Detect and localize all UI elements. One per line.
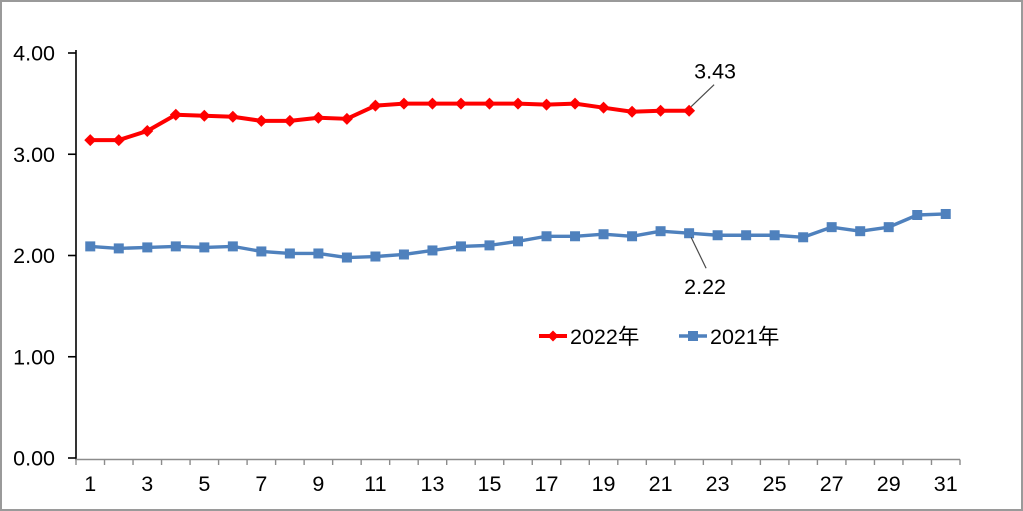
series-2021年-point-21 <box>655 226 666 237</box>
series-2021年-point-23 <box>712 230 723 241</box>
legend-item-2021年: 2021年 <box>679 325 779 349</box>
series-2021年-point-14 <box>455 241 466 252</box>
y-tick-label: 1.00 <box>13 345 55 369</box>
series-2022年-point-5 <box>198 109 211 122</box>
legend-item-2022年: 2022年 <box>539 325 639 349</box>
series-2022年-point-15 <box>483 97 496 110</box>
y-tick-label: 3.00 <box>13 143 55 167</box>
x-tick-label: 9 <box>312 472 324 496</box>
series-2021年-point-22 <box>684 228 695 239</box>
series-2022年-line <box>88 101 692 143</box>
series-2022年-point-20 <box>626 105 639 118</box>
x-tick-label: 21 <box>649 472 673 496</box>
series-2022年-point-14 <box>454 97 467 110</box>
series-2021年-point-2 <box>113 243 124 254</box>
x-tick-label: 5 <box>198 472 210 496</box>
series-2021年-point-31 <box>940 208 951 219</box>
series-2021年-point-3 <box>142 242 153 253</box>
series-2022年-point-21 <box>654 104 667 117</box>
series-2022年-point-6 <box>226 110 239 123</box>
series-2021年-point-11 <box>370 251 381 262</box>
series-2022年-point-13 <box>426 97 439 110</box>
x-tick-label: 1 <box>84 472 96 496</box>
annotation-leader-3.43 <box>690 84 715 108</box>
series-2022年-point-19 <box>597 101 610 114</box>
series-2022年-point-17 <box>540 98 553 111</box>
series-2021年-point-15 <box>484 240 495 251</box>
x-tick-label: 17 <box>535 472 559 496</box>
x-tick-label: 29 <box>877 472 901 496</box>
series-2021年-point-27 <box>826 222 837 233</box>
series-2021年-point-24 <box>741 230 752 241</box>
annotation-label-2.22: 2.22 <box>684 275 726 299</box>
series-2022年-point-10 <box>340 112 353 125</box>
x-tick-label: 25 <box>763 472 787 496</box>
x-tick-label: 11 <box>364 472 386 496</box>
legend-label: 2022年 <box>570 325 639 349</box>
series-2022年-point-9 <box>312 111 325 124</box>
annotation-leader-2.22 <box>690 236 707 269</box>
legend-marker <box>547 330 559 342</box>
series-2021年-point-6 <box>227 241 238 252</box>
legend-label: 2021年 <box>710 325 779 349</box>
series-2021年-point-28 <box>855 226 866 237</box>
series-2021年-point-20 <box>627 231 638 242</box>
x-tick-label: 7 <box>255 472 267 496</box>
series-2022年-point-16 <box>512 97 524 110</box>
series-2021年-point-8 <box>284 248 295 259</box>
x-tick-label: 3 <box>141 472 153 496</box>
series-2022年-point-1 <box>84 134 97 147</box>
series-2021年-point-17 <box>541 231 552 242</box>
series-2021年-line <box>88 212 948 260</box>
x-tick-label: 27 <box>820 472 844 496</box>
y-tick-label: 2.00 <box>13 244 55 268</box>
series-2022年-point-2 <box>112 134 125 147</box>
series-2021年-point-19 <box>598 229 609 240</box>
series-2021年-point-7 <box>256 246 267 257</box>
x-tick-label: 19 <box>592 472 616 496</box>
series-2022年-point-8 <box>283 114 296 127</box>
series-2022年-point-11 <box>369 99 382 112</box>
series-2021年-point-4 <box>170 241 181 252</box>
annotation-label-3.43: 3.43 <box>694 60 736 84</box>
x-tick-label: 23 <box>706 472 730 496</box>
series-2021年-point-30 <box>912 210 923 220</box>
series-2021年-point-13 <box>427 245 438 256</box>
legend-marker <box>688 331 698 341</box>
series-2021年-point-5 <box>199 242 210 253</box>
series-2021年-point-1 <box>85 241 96 252</box>
series-2022年-point-18 <box>569 97 582 110</box>
series-2021年-point-29 <box>883 222 894 233</box>
series-2022年-point-7 <box>255 114 268 127</box>
series-2022年-point-12 <box>397 97 410 110</box>
series-2021年-point-25 <box>769 230 780 241</box>
series-2021年-point-9 <box>313 248 324 259</box>
series-2022年-point-3 <box>141 124 154 137</box>
x-tick-label: 13 <box>420 472 444 496</box>
x-tick-label: 15 <box>478 472 502 496</box>
series-2022年-point-4 <box>169 108 182 121</box>
series-2021年-point-26 <box>798 232 809 243</box>
series-2021年-point-10 <box>341 252 352 263</box>
series-2021年-point-12 <box>398 249 409 260</box>
y-tick-label: 0.00 <box>13 447 55 471</box>
series-2022年-point-22 <box>683 104 696 117</box>
series-2021年-point-18 <box>570 231 581 242</box>
series-2021年-point-16 <box>513 236 523 247</box>
y-tick-label: 4.00 <box>13 42 55 66</box>
x-tick-label: 31 <box>934 472 958 496</box>
